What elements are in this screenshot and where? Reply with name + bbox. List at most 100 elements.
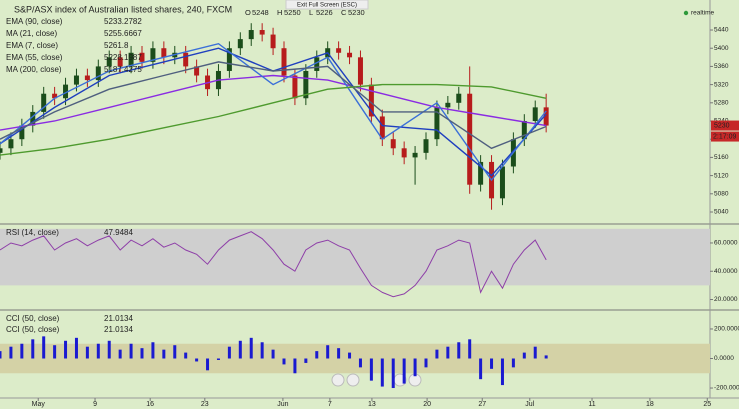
cci-bar <box>64 340 68 359</box>
quote-value: 5230 <box>348 8 365 17</box>
legend-name: MA (21, close) <box>6 29 57 38</box>
legend-name: EMA (7, close) <box>6 41 58 50</box>
cci-bar <box>326 345 330 359</box>
indicator-line <box>0 61 547 150</box>
candle-body <box>292 75 298 99</box>
legend-value: 5228.1987 <box>104 53 142 62</box>
cci-bar <box>0 351 2 359</box>
cci-bar <box>195 358 199 362</box>
candle-body <box>270 34 276 49</box>
cci-bar <box>118 349 122 359</box>
cci-bar <box>468 339 472 359</box>
cci-bar <box>249 337 253 359</box>
nav-buttons[interactable] <box>331 373 422 387</box>
exit-fullscreen-label: Exit Full Screen (ESC) <box>297 3 357 9</box>
cci-bar <box>380 358 384 387</box>
candle-body <box>478 161 484 185</box>
quote-value: 5248 <box>252 8 269 17</box>
candle-body <box>237 39 243 49</box>
cci-bar <box>173 345 177 359</box>
x-tick-label: 9 <box>93 401 97 408</box>
candle-body <box>390 139 396 149</box>
cci-bar <box>107 340 111 359</box>
cci-bar <box>348 352 352 359</box>
status-dot <box>683 10 689 16</box>
candle-body <box>532 107 538 122</box>
legend-value: 5187.4275 <box>104 65 142 74</box>
candle-body <box>303 70 309 99</box>
candle-body <box>0 148 3 153</box>
candle-body <box>248 30 254 40</box>
y-tick-label: 200.0000 <box>714 326 739 333</box>
candle-body <box>412 152 418 158</box>
candle-body <box>434 107 440 140</box>
cci-bar <box>42 336 46 359</box>
y-tick-label: -200.0000 <box>714 385 739 392</box>
cci-bar <box>206 358 210 371</box>
cci-bar <box>216 358 220 360</box>
candle-body <box>281 48 287 76</box>
candle-body <box>106 57 112 67</box>
candle-body <box>183 52 189 67</box>
rsi-line <box>0 231 547 298</box>
cci-bar <box>435 349 439 359</box>
cci-bar <box>500 358 504 386</box>
candle-body <box>84 75 90 81</box>
quote-value: 5250 <box>284 8 301 17</box>
y-tick-label: 5400 <box>714 45 729 52</box>
candle-body <box>30 111 36 126</box>
quote-label: H <box>277 8 282 17</box>
x-tick-label: Jul <box>525 401 534 408</box>
cci-bar <box>457 342 461 359</box>
legend-value: 21.0134 <box>104 314 133 323</box>
exit-fullscreen-button[interactable] <box>285 0 369 10</box>
x-tick-label: 18 <box>646 401 654 408</box>
cci-bar <box>260 342 264 359</box>
y-tick-label: 5120 <box>714 172 729 179</box>
cci-bar <box>446 346 450 359</box>
legend-name: MA (200, close) <box>6 65 62 74</box>
cci-bar <box>479 358 483 380</box>
legend-name: CCI (50, close) <box>6 314 60 323</box>
candle-body <box>456 93 462 103</box>
cci-bar <box>391 358 395 389</box>
status-label: realtime <box>691 10 715 17</box>
cci-bar <box>511 358 515 368</box>
candle-body <box>357 57 363 85</box>
candle-body <box>73 75 79 85</box>
cci-bar <box>20 343 24 359</box>
cci-bar <box>85 346 89 359</box>
cci-bar <box>271 349 275 359</box>
last-price-box <box>711 120 739 131</box>
indicator-line <box>0 74 547 131</box>
x-tick-label: Jun <box>277 401 288 408</box>
candle-body <box>139 52 145 62</box>
y-tick-label: 5360 <box>714 63 729 70</box>
candle-body <box>259 30 265 35</box>
candle-body <box>41 93 47 112</box>
last-price-label: 5230 <box>714 122 730 129</box>
quote-label: C <box>341 8 347 17</box>
cci-bar <box>413 358 417 377</box>
candle-body <box>314 57 320 71</box>
x-tick-label: 27 <box>478 401 486 408</box>
y-tick-label: 40.0000 <box>714 268 738 275</box>
y-tick-label: 0.0000 <box>714 355 734 362</box>
nav-button[interactable] <box>331 373 345 387</box>
cci-bar <box>238 340 242 359</box>
x-tick-label: 7 <box>328 401 332 408</box>
cci-bar <box>315 351 319 359</box>
candle-body <box>379 116 385 140</box>
cci-bar <box>544 355 548 359</box>
candle-body <box>150 48 156 62</box>
cci-bar <box>227 346 231 359</box>
y-tick-label: 5080 <box>714 191 729 198</box>
cci-bar <box>358 358 362 368</box>
x-tick-label: May <box>32 401 46 408</box>
legend-name: RSI (14, close) <box>6 228 59 237</box>
cci-bar <box>151 342 155 359</box>
indicator-line <box>0 42 547 182</box>
nav-button[interactable] <box>346 373 360 387</box>
chart-title: S&P/ASX index of Australian listed share… <box>14 4 232 14</box>
cci-bar <box>490 358 494 369</box>
